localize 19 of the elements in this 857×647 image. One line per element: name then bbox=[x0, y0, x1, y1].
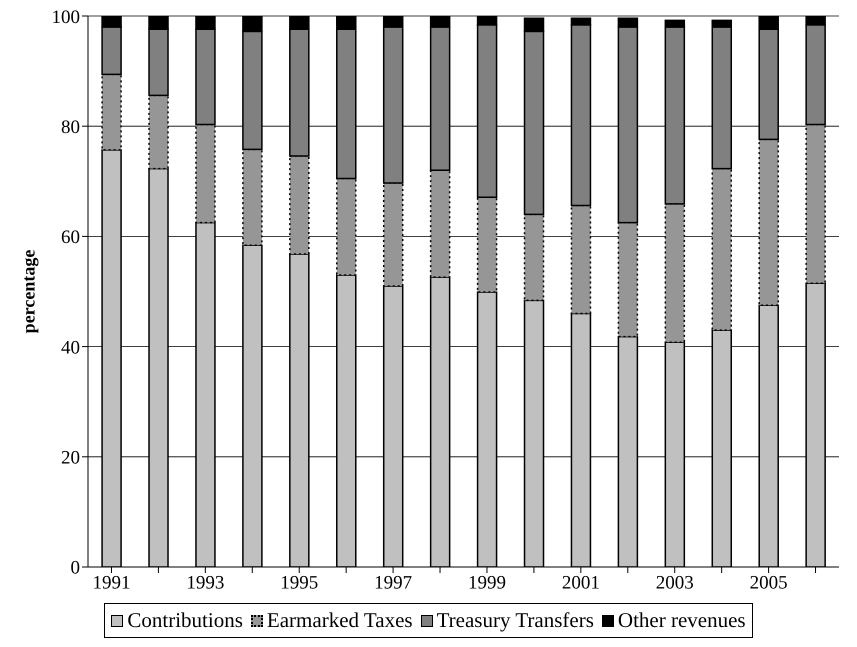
x-tick-label: 1991 bbox=[92, 572, 130, 594]
y-axis-title: percentage bbox=[18, 250, 38, 334]
y-tick-label: 0 bbox=[70, 558, 80, 579]
x-tick-label: 1995 bbox=[280, 572, 318, 594]
y-tick-label: 100 bbox=[52, 6, 80, 28]
y-tick-label: 60 bbox=[61, 227, 80, 248]
x-tick-label: 2003 bbox=[656, 572, 694, 594]
legend-label: Other revenues bbox=[616, 608, 746, 633]
y-tick-label: 20 bbox=[61, 448, 80, 469]
x-tick-label: 1999 bbox=[468, 572, 506, 594]
legend-label: Treasury Transfers bbox=[436, 608, 594, 633]
x-tick-label: 2005 bbox=[750, 572, 788, 594]
legend-label: Contributions bbox=[126, 608, 243, 633]
y-tick-label: 80 bbox=[61, 116, 80, 138]
x-tick-label: 2001 bbox=[562, 572, 600, 594]
y-tick-label: 40 bbox=[61, 337, 80, 358]
x-tick-label: 1997 bbox=[374, 572, 412, 594]
x-tick-label: 1993 bbox=[186, 572, 224, 594]
legend-label: Earmarked Taxes bbox=[266, 608, 413, 633]
